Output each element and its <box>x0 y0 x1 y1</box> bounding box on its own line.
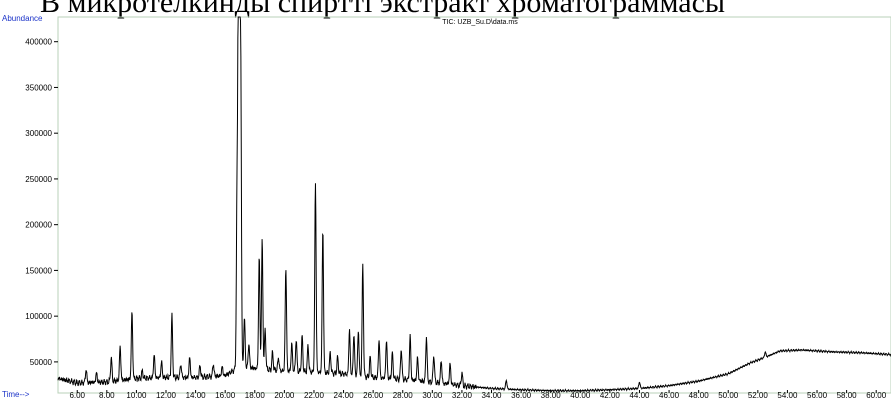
x-tick-label: 16.00 <box>215 391 236 399</box>
tic-series-line <box>57 16 891 394</box>
x-tick-label: 8.00 <box>99 391 115 399</box>
x-tick-label: 40.00 <box>570 391 591 399</box>
x-tick-label: 10.00 <box>126 391 147 399</box>
x-tick-label: 18.00 <box>245 391 266 399</box>
y-tick-label: 400000 <box>25 38 52 47</box>
x-tick-label: 32.00 <box>452 391 473 399</box>
x-tick-label: 44.00 <box>629 391 650 399</box>
x-tick-label: 30.00 <box>422 391 443 399</box>
chart-title: TIC: UZB_Su.D\data.ms <box>442 19 518 26</box>
x-tick-label: 12.00 <box>156 391 177 399</box>
y-tick-label: 350000 <box>25 83 52 92</box>
x-tick-label: 38.00 <box>541 391 562 399</box>
y-tick-label: 50000 <box>30 358 53 367</box>
x-tick-label: 46.00 <box>659 391 680 399</box>
x-tick-label: 28.00 <box>393 391 414 399</box>
x-tick-label: 24.00 <box>334 391 355 399</box>
x-tick-label: 42.00 <box>600 391 621 399</box>
y-axis-label: Abundance <box>2 14 43 23</box>
x-tick-label: 14.00 <box>186 391 207 399</box>
x-tick-label: 58.00 <box>837 391 858 399</box>
y-tick-label: 200000 <box>25 221 52 230</box>
x-tick-label: 22.00 <box>304 391 325 399</box>
y-tick-label: 100000 <box>25 312 52 321</box>
x-tick-label: 50.00 <box>718 391 739 399</box>
x-tick-label: 20.00 <box>274 391 295 399</box>
x-tick-label: 26.00 <box>363 391 384 399</box>
x-tick-label: 36.00 <box>511 391 532 399</box>
x-axis: 6.00 8.00 10.00 12.00 14.00 16.00 18.00 20.00 22… <box>69 390 887 399</box>
x-tick-label: 60.00 <box>866 391 887 399</box>
x-tick-label: 34.00 <box>481 391 502 399</box>
y-axis: 50000 100000 150000 200000 250000 300000 35000… <box>25 38 58 367</box>
figure-caption: В микротелкинды спирттi экстракт хромато… <box>40 0 726 19</box>
x-tick-label: 56.00 <box>807 391 828 399</box>
plot-frame <box>57 16 891 394</box>
y-tick-label: 150000 <box>25 266 52 275</box>
x-tick-label: 48.00 <box>689 391 710 399</box>
x-tick-label: 54.00 <box>777 391 798 399</box>
x-tick-label: 52.00 <box>748 391 769 399</box>
y-tick-label: 250000 <box>25 175 52 184</box>
x-axis-label: Time--> <box>2 390 30 399</box>
x-tick-label: 6.00 <box>69 391 85 399</box>
y-tick-label: 300000 <box>25 129 52 138</box>
